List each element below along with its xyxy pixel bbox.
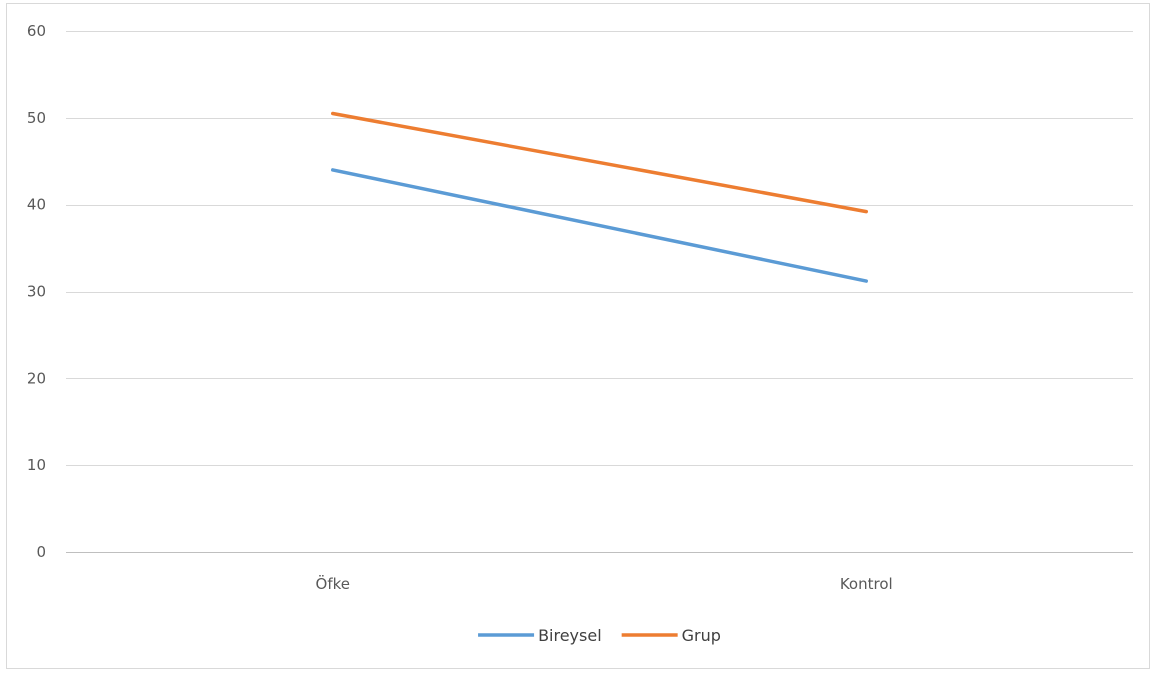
y-tick-label-0: 0 xyxy=(36,543,46,561)
y-tick-label-50: 50 xyxy=(27,109,46,127)
series-line-bireysel xyxy=(331,168,868,283)
x-tick-label-1: Kontrol xyxy=(840,575,893,593)
legend-label-grup[interactable]: Grup xyxy=(682,626,721,645)
y-tick-label-30: 30 xyxy=(27,283,46,301)
y-tick-label-20: 20 xyxy=(27,369,46,387)
series-line-grup xyxy=(331,111,868,214)
y-tick-label-10: 10 xyxy=(27,456,46,474)
y-tick-label-60: 60 xyxy=(27,22,46,40)
y-tick-label-40: 40 xyxy=(27,196,46,214)
legend-label-bireysel[interactable]: Bireysel xyxy=(538,626,602,645)
x-tick-label-0: Öfke xyxy=(316,574,350,593)
chart-frame xyxy=(6,3,1150,669)
